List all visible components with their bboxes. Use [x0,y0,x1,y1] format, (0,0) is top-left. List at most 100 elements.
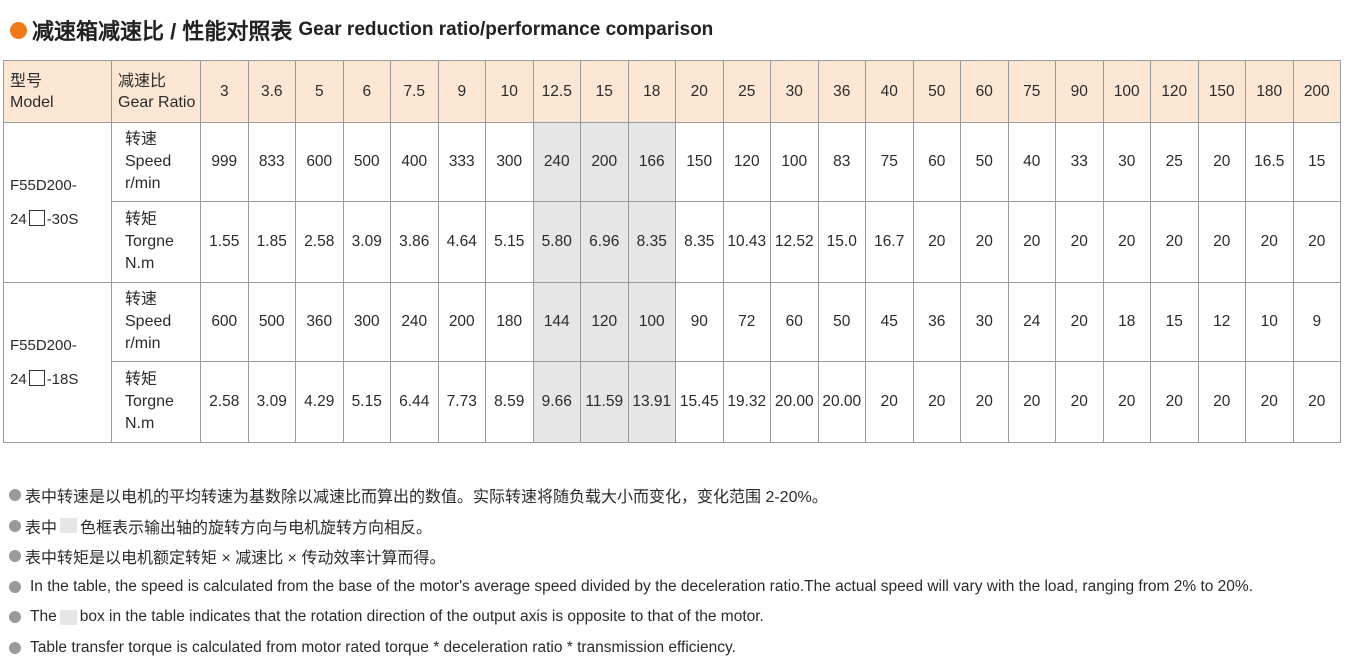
ratio-header-cell: 40 [865,60,914,123]
ratio-header-cell: 20 [675,60,724,123]
grey-box-swatch-icon [60,518,78,534]
torque-unit: N.m [125,415,155,432]
speed-value-cell: 400 [390,122,439,202]
ratio-header-cell: 3 [200,60,249,123]
note-en-1: In the table, the speed is calculated fr… [9,572,1253,603]
speed-value-cell: 120 [580,282,629,362]
speed-label-cn: 转速 [125,291,158,308]
torque-value-cell: 20 [1292,361,1341,443]
speed-value-cell: 25 [1150,122,1199,202]
torque-value-cell: 20 [1007,201,1056,283]
model-suffix: -18S [46,370,79,388]
ratio-header-cn: 减速比 [118,72,167,90]
note-bullet-icon [9,550,21,563]
torque-value-cell: 5.15 [485,201,534,283]
torque-value-cell: 20 [1007,361,1056,443]
torque-value-cell: 20 [1055,201,1104,283]
ratio-header-cell: 18 [627,60,676,123]
torque-value-cell: 20 [912,361,961,443]
torque-value-cell: 1.55 [200,201,249,283]
torque-value-cell: 3.86 [390,201,439,283]
table-header-row: 型号 Model 减速比 Gear Ratio 3 3.6 5 6 7.5 9 10 12.5… [3,60,1341,123]
note-bullet-icon [9,489,21,502]
torque-value-cell: 20 [1197,361,1246,443]
speed-value-cell: 200 [580,122,629,202]
ratio-header-cell: 5 [295,60,344,123]
model-name-line1: F55D200- [10,176,77,194]
model-suffix: -30S [46,210,79,228]
torque-value-cell: 8.35 [675,201,724,283]
torque-value-cell: 20.00 [817,361,866,443]
model-name-line2: 24 -18S [10,363,111,397]
table-row-torque: 转矩 Torgne N.m 2.58 3.09 4.29 5.15 6.44 7.73 8.59 9… [4,361,1341,443]
speed-value-cell: 600 [200,282,249,362]
torque-value-cell: 3.09 [247,361,296,443]
torque-value-cell: 20 [1055,361,1104,443]
ratio-header-cell: 60 [960,60,1009,123]
torque-value-cell: 20 [1102,361,1151,443]
note-bullet-icon [9,580,21,593]
note-text: 表中 [25,519,58,537]
speed-value-cell: 500 [247,282,296,362]
ratio-header-cell: 90 [1055,60,1104,123]
torque-value-cell: 20 [960,201,1009,283]
speed-value-cell: 333 [437,122,486,202]
ratio-header-cell: 15 [580,60,629,123]
note-text: The [30,608,57,626]
model-name-cell: F55D200- 24 -18S [3,282,112,443]
speed-value-cell: 24 [1007,282,1056,362]
table-row-speed: F55D200- 24 -30S 转速 Speed r/min 999 833 600 500 40… [3,122,1341,283]
speed-value-cell: 833 [247,122,296,202]
note-cn-3: 表中转矩是以电机额定转矩 × 减速比 × 传动效率计算而得。 [9,541,1253,572]
note-text: In the table, the speed is calculated fr… [30,577,1254,595]
speed-value-cell: 72 [722,282,771,362]
speed-value-cell: 50 [817,282,866,362]
note-en-2: The box in the table indicates that the … [9,602,1253,633]
title-chinese: 减速箱减速比 / 性能对照表 [32,19,293,44]
speed-value-cell: 15 [1150,282,1199,362]
torque-value-cell: 8.59 [485,361,534,443]
placeholder-box-icon [28,369,45,386]
speed-value-cell: 60 [770,282,819,362]
torque-value-cell: 2.58 [295,201,344,283]
speed-value-cell: 30 [960,282,1009,362]
model-header-en: Model [10,93,54,111]
note-text: 表中转矩是以电机额定转矩 × 减速比 × 传动效率计算而得。 [25,550,446,568]
note-cn-2: 表中 色框表示输出轴的旋转方向与电机旋转方向相反。 [9,511,1253,542]
torque-value-cell: 3.09 [342,201,391,283]
speed-value-cell: 16.5 [1245,122,1294,202]
speed-value-cell: 75 [865,122,914,202]
speed-value-cell: 360 [295,282,344,362]
torque-value-cell: 5.80 [532,201,581,283]
torque-value-cell: 20 [960,361,1009,443]
speed-value-cell: 20 [1055,282,1104,362]
torque-value-cell: 20 [912,201,961,283]
speed-label-en: Speed [125,153,172,170]
torque-value-cell: 20 [1245,201,1294,283]
speed-value-cell: 9 [1292,282,1341,362]
speed-value-cell: 60 [912,122,961,202]
placeholder-box-icon [28,209,45,226]
speed-value-cell: 999 [200,122,249,202]
torque-value-cell: 7.73 [437,361,486,443]
ratio-header-cell: 3.6 [247,60,296,123]
note-bullet-icon [9,641,21,654]
torque-value-cell: 5.15 [342,361,391,443]
ratio-header-cell: 120 [1150,60,1199,123]
speed-value-cell: 120 [722,122,771,202]
ratio-header-cell: 7.5 [390,60,439,123]
title-english: Gear reduction ratio/performance compari… [298,19,714,40]
ratio-header-cell: 30 [770,60,819,123]
note-text: box in the table indicates that the rota… [79,608,764,626]
speed-unit: r/min [125,175,161,192]
torque-label-cn: 转矩 [125,371,158,388]
ratio-header-cell: 100 [1102,60,1151,123]
torque-value-cell: 20 [865,361,914,443]
torque-value-cell: 2.58 [200,361,249,443]
speed-value-cell: 18 [1102,282,1151,362]
notes-section: 表中转速是以电机的平均转速为基数除以减速比而算出的数值。实际转速将随负载大小而变… [9,480,1253,663]
performance-table: 型号 Model 减速比 Gear Ratio 3 3.6 5 6 7.5 9 10 12.5… [3,60,1341,443]
torque-label-cell: 转矩 Torgne N.m [111,361,201,443]
speed-value-cell: 15 [1292,122,1341,202]
torque-value-cell: 1.85 [247,201,296,283]
